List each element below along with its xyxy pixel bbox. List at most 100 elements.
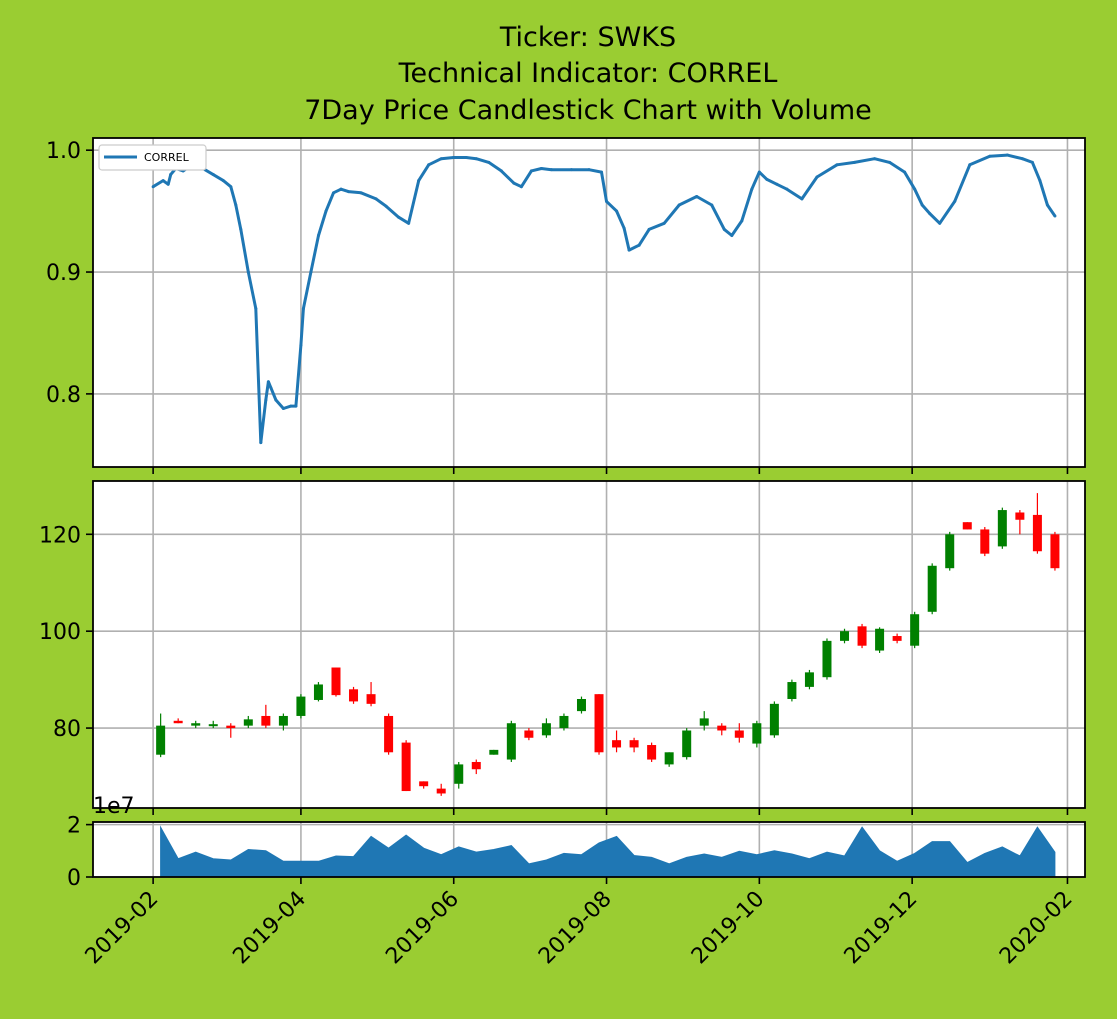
correl-point <box>294 404 298 408</box>
correl-point <box>512 181 516 185</box>
candle <box>1032 493 1042 554</box>
candle-body <box>875 628 885 651</box>
candle <box>734 723 744 743</box>
candle-body <box>331 667 341 696</box>
candle <box>436 783 446 796</box>
correl-point <box>519 185 523 189</box>
correl-point <box>452 155 456 159</box>
correl-point <box>953 199 957 203</box>
candle <box>1050 531 1060 571</box>
correl-point <box>427 163 431 167</box>
x-tick-label: 2019-02 <box>81 887 164 970</box>
plot-frame <box>92 137 1086 468</box>
correl-point <box>439 157 443 161</box>
correl-point <box>677 203 681 207</box>
candle-body <box>576 699 586 712</box>
correl-point <box>815 175 819 179</box>
correl-point <box>913 187 917 191</box>
correl-point <box>309 270 313 274</box>
candle <box>647 742 657 762</box>
candle <box>682 728 692 760</box>
correl-point <box>903 170 907 174</box>
candle-body <box>682 730 692 758</box>
correl-point <box>968 163 972 167</box>
title-line-1: Ticker: SWKS <box>499 22 676 53</box>
correl-point <box>464 155 468 159</box>
correl-point <box>938 221 942 225</box>
candle-body <box>804 672 814 687</box>
candle <box>875 627 885 653</box>
correl-point <box>161 179 165 183</box>
x-tick-label: 2019-06 <box>381 887 464 970</box>
candle-body <box>296 696 306 716</box>
correl-point <box>151 185 155 189</box>
correl-point <box>166 182 170 186</box>
candle <box>752 720 762 748</box>
correl-point <box>407 221 411 225</box>
candle-body <box>156 725 166 755</box>
correl-point <box>605 199 609 203</box>
candle <box>962 522 972 530</box>
correl-point <box>600 170 604 174</box>
candle <box>208 720 218 729</box>
correl-point <box>487 160 491 164</box>
correl-point <box>239 227 243 231</box>
candle-body <box>769 703 779 736</box>
correl-point <box>384 204 388 208</box>
candle-body <box>787 682 797 699</box>
candle <box>454 761 464 789</box>
candle-body <box>1050 534 1060 569</box>
candle <box>822 638 832 680</box>
candle <box>331 667 341 697</box>
candle <box>699 711 709 731</box>
candle-body <box>980 529 990 554</box>
candle-body <box>471 761 481 770</box>
volume-area <box>160 825 1056 878</box>
x-tick-label: 2019-10 <box>687 887 770 970</box>
candle <box>664 752 674 767</box>
correl-point <box>920 203 924 207</box>
title-line-3: 7Day Price Candlestick Chart with Volume <box>304 95 872 126</box>
y-tick-label: 0.8 <box>46 383 81 408</box>
correl-point <box>569 168 573 172</box>
correl-point <box>299 343 303 347</box>
y-tick-label: 80 <box>53 717 81 742</box>
correl-point <box>264 398 268 402</box>
correl-point <box>499 169 503 173</box>
chart-title: Ticker: SWKS Technical Indicator: CORREL… <box>304 22 872 126</box>
candle <box>576 696 586 714</box>
candle-body <box>559 715 569 729</box>
correl-point <box>873 157 877 161</box>
correl-point <box>1045 203 1049 207</box>
candle-body <box>612 740 622 748</box>
correl-point <box>1030 160 1034 164</box>
candle <box>156 713 166 758</box>
correl-point <box>529 169 533 173</box>
candle-body <box>384 715 394 753</box>
candle-body <box>489 749 499 755</box>
correl-point <box>988 154 992 158</box>
correl-point <box>637 243 641 247</box>
candle-body <box>226 725 236 729</box>
candle <box>541 718 551 738</box>
candle-body <box>840 631 850 641</box>
candle <box>506 720 516 762</box>
candle-body <box>436 788 446 794</box>
y-tick-label: 1.0 <box>46 139 81 164</box>
candle-body <box>822 640 832 678</box>
x-axis: 2019-02 2019-04 2019-06 2019-08 2019-10 2019-… <box>81 887 1078 970</box>
legend-label: CORREL <box>144 151 190 164</box>
candle-body <box>910 614 920 646</box>
candle <box>559 713 569 731</box>
correl-point <box>1005 153 1009 157</box>
correl-point <box>211 173 215 177</box>
legend-box <box>98 144 207 171</box>
correl-point <box>339 187 343 191</box>
x-tick-label: 2020-02 <box>995 887 1078 970</box>
candle-body <box>699 718 709 726</box>
correl-point <box>417 179 421 183</box>
correl-point <box>615 209 619 213</box>
candle-body <box>629 740 639 748</box>
x-tick-label: 2019-12 <box>840 887 923 970</box>
correl-point <box>474 157 478 161</box>
